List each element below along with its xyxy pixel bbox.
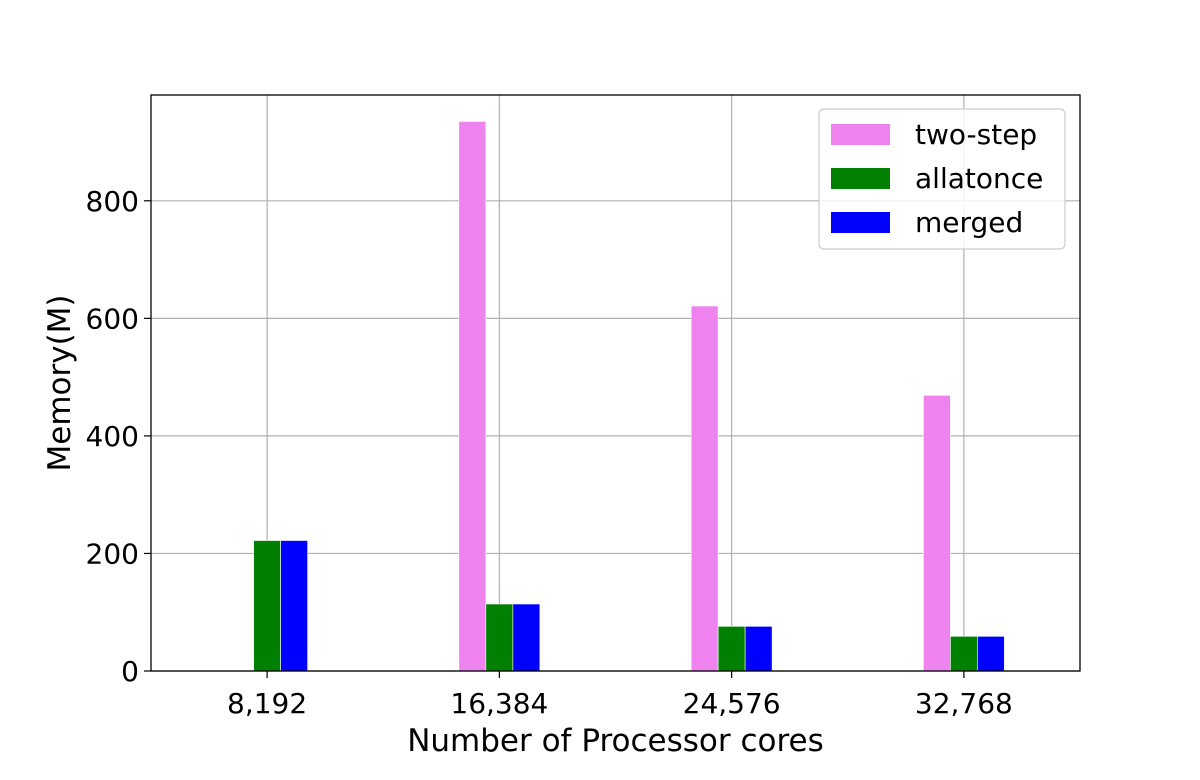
y-tick-label: 600 [86, 302, 139, 335]
y-tick-label: 0 [121, 655, 139, 688]
legend-label-allatonce: allatonce [915, 162, 1043, 195]
legend-swatch-merged [831, 212, 890, 233]
y-tick-label: 800 [86, 185, 139, 218]
y-tick-label: 200 [86, 537, 139, 570]
legend: two-step allatonce merged [818, 108, 1066, 250]
x-tick-label: 8,192 [227, 687, 307, 720]
x-tick-label: 24,576 [683, 687, 781, 720]
bars [253, 121, 1005, 672]
x-axis-ticks: 8,192 16,384 24,576 32,768 [227, 671, 1013, 720]
bar-merged-1 [512, 603, 541, 672]
bar-allatonce-3 [950, 636, 978, 672]
bar-allatonce-2 [717, 626, 746, 672]
x-axis-label: Number of Processor cores [407, 723, 824, 759]
x-tick-label: 16,384 [450, 687, 548, 720]
legend-label-merged: merged [915, 206, 1023, 239]
bar-allatonce-1 [485, 603, 514, 672]
bar-allatonce-0 [253, 540, 281, 672]
bar-merged-2 [744, 626, 773, 672]
y-axis-label: Memory(M) [42, 294, 78, 471]
y-axis-ticks: 0 200 400 600 800 [86, 185, 151, 688]
legend-label-two-step: two-step [915, 118, 1037, 151]
x-tick-label: 32,768 [915, 687, 1013, 720]
y-tick-label: 400 [86, 420, 139, 453]
bar-two-step-1 [458, 121, 487, 672]
bar-two-step-3 [923, 395, 951, 672]
bar-merged-3 [977, 636, 1005, 672]
legend-swatch-two-step [831, 124, 890, 145]
legend-swatch-allatonce [831, 168, 890, 189]
bar-two-step-2 [690, 305, 719, 672]
plot-frame [150, 94, 1081, 672]
bar-merged-0 [280, 540, 308, 672]
